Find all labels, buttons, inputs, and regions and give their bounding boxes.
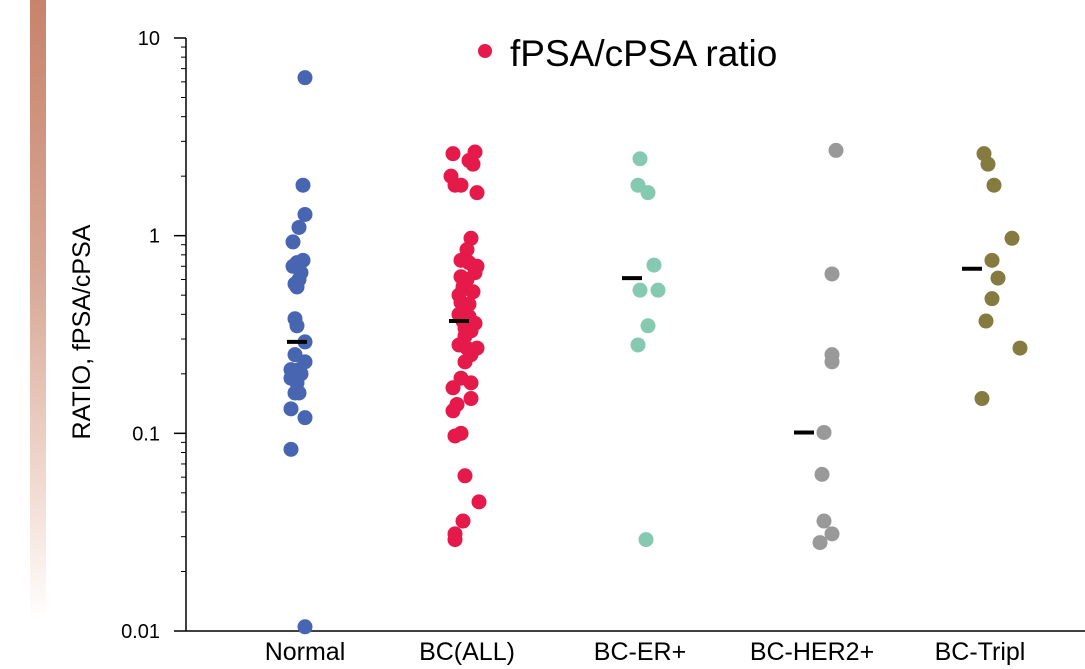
data-point xyxy=(445,380,461,396)
legend: fPSA/cPSA ratio xyxy=(478,33,777,74)
data-point xyxy=(824,354,840,370)
data-point xyxy=(980,156,996,172)
data-point xyxy=(1012,340,1028,356)
data-point xyxy=(455,513,471,529)
data-point xyxy=(457,354,473,370)
data-point xyxy=(650,282,666,298)
x-category-label: Normal xyxy=(265,638,346,666)
data-point xyxy=(812,535,828,551)
data-points xyxy=(283,70,1028,635)
legend-label: fPSA/cPSA ratio xyxy=(510,33,777,74)
data-point xyxy=(297,206,313,222)
data-point xyxy=(447,428,463,444)
data-point xyxy=(457,468,473,484)
data-point xyxy=(640,185,656,201)
y-axis-title: RATIO, fPSA/cPSA xyxy=(68,224,96,439)
data-point xyxy=(295,177,311,193)
data-point xyxy=(297,619,313,635)
data-point xyxy=(463,391,479,407)
data-point xyxy=(445,403,461,419)
data-point xyxy=(297,410,313,426)
category-labels: Normal BC(ALL) BC-ER+ BC-HER2+ BC-Tripl xyxy=(265,638,1026,666)
data-point xyxy=(990,270,1006,286)
legend-marker xyxy=(478,44,492,58)
data-point xyxy=(630,337,646,353)
data-point xyxy=(986,177,1002,193)
data-point xyxy=(289,279,305,295)
y-tick-label: 1 xyxy=(149,226,160,248)
data-point xyxy=(984,291,1000,307)
axis-layer xyxy=(185,38,1085,632)
data-point xyxy=(297,70,313,86)
data-point xyxy=(447,532,463,548)
data-point xyxy=(471,494,487,510)
data-point xyxy=(445,146,461,162)
decorative-accent-bar xyxy=(30,0,46,620)
minor-ticks xyxy=(181,46,186,572)
data-point xyxy=(816,424,832,440)
x-category-label: BC-HER2+ xyxy=(750,638,874,666)
y-tick-label: 0.01 xyxy=(121,621,160,643)
data-point xyxy=(453,177,469,193)
data-point xyxy=(978,313,994,329)
data-point xyxy=(289,318,305,334)
median-markers xyxy=(287,266,982,435)
data-point xyxy=(824,526,840,542)
data-point xyxy=(465,284,481,300)
data-point xyxy=(465,156,481,172)
data-point xyxy=(291,385,307,401)
x-category-label: BC-ER+ xyxy=(594,638,686,666)
data-point xyxy=(1004,230,1020,246)
data-point xyxy=(638,532,654,548)
data-point xyxy=(828,142,844,158)
data-point xyxy=(814,466,830,482)
data-point xyxy=(646,257,662,273)
data-point xyxy=(291,219,307,235)
data-point xyxy=(640,318,656,334)
data-point xyxy=(632,282,648,298)
data-point xyxy=(283,401,299,417)
x-category-label: BC-Tripl xyxy=(935,638,1026,666)
data-point xyxy=(463,230,479,246)
data-point xyxy=(984,252,1000,268)
data-point xyxy=(463,375,479,391)
data-point xyxy=(974,391,990,407)
major-ticks: 10 1 0.1 0.01 xyxy=(121,28,186,643)
data-point xyxy=(816,513,832,529)
data-point xyxy=(824,266,840,282)
y-tick-label: 0.1 xyxy=(132,423,160,445)
y-tick-label: 10 xyxy=(138,28,160,50)
data-point xyxy=(469,185,485,201)
data-point xyxy=(632,151,648,167)
data-point xyxy=(285,234,301,250)
data-point xyxy=(283,441,299,457)
x-category-label: BC(ALL) xyxy=(419,638,515,666)
